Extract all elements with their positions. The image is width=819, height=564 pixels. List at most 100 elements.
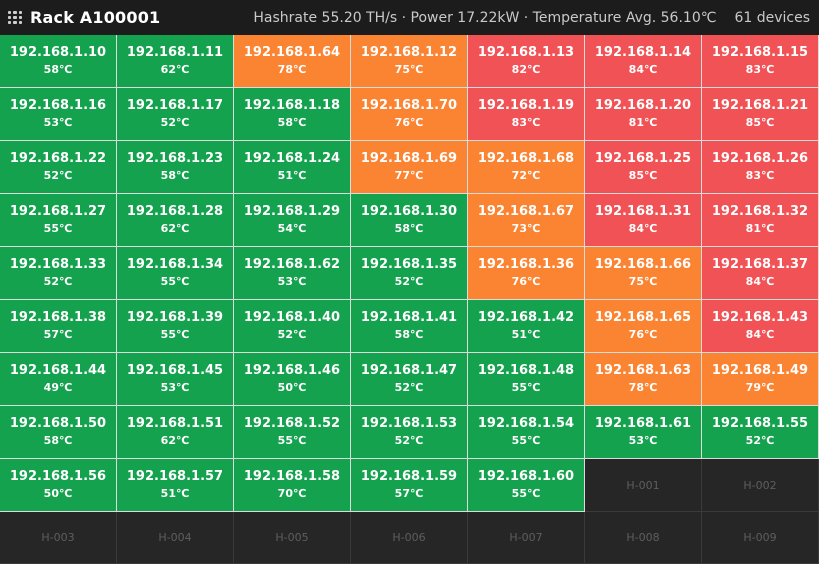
device-cell[interactable]: 192.168.1.56 50℃ xyxy=(0,459,117,512)
device-ip: 192.168.1.42 xyxy=(477,310,575,325)
device-cell[interactable]: 192.168.1.13 82℃ xyxy=(468,35,585,88)
device-cell[interactable]: 192.168.1.40 52℃ xyxy=(234,300,351,353)
device-temperature: 83℃ xyxy=(745,169,775,182)
device-cell[interactable]: 192.168.1.60 55℃ xyxy=(468,459,585,512)
empty-slot[interactable]: H-008 xyxy=(585,512,702,564)
device-cell[interactable]: 192.168.1.45 53℃ xyxy=(117,353,234,406)
slot-label: H-007 xyxy=(509,531,543,544)
device-cell[interactable]: 192.168.1.35 52℃ xyxy=(351,247,468,300)
device-cell[interactable]: 192.168.1.65 76℃ xyxy=(585,300,702,353)
device-cell[interactable]: 192.168.1.48 55℃ xyxy=(468,353,585,406)
device-cell[interactable]: 192.168.1.57 51℃ xyxy=(117,459,234,512)
device-temperature: 84℃ xyxy=(628,222,658,235)
device-ip: 192.168.1.24 xyxy=(243,151,341,166)
device-cell[interactable]: 192.168.1.20 81℃ xyxy=(585,88,702,141)
device-cell[interactable]: 192.168.1.11 62℃ xyxy=(117,35,234,88)
device-ip: 192.168.1.14 xyxy=(594,45,692,60)
device-temperature: 62℃ xyxy=(160,434,190,447)
device-ip: 192.168.1.17 xyxy=(126,98,224,113)
empty-slot[interactable]: H-001 xyxy=(585,459,702,512)
device-cell[interactable]: 192.168.1.44 49℃ xyxy=(0,353,117,406)
device-temperature: 55℃ xyxy=(160,328,190,341)
device-ip: 192.168.1.33 xyxy=(9,257,107,272)
device-temperature: 51℃ xyxy=(511,328,541,341)
device-cell[interactable]: 192.168.1.51 62℃ xyxy=(117,406,234,459)
device-cell[interactable]: 192.168.1.22 52℃ xyxy=(0,141,117,194)
slot-label: H-002 xyxy=(743,478,777,492)
device-cell[interactable]: 192.168.1.58 70℃ xyxy=(234,459,351,512)
device-temperature: 55℃ xyxy=(160,275,190,288)
empty-slot[interactable]: H-006 xyxy=(351,512,468,564)
device-cell[interactable]: 192.168.1.23 58℃ xyxy=(117,141,234,194)
device-cell[interactable]: 192.168.1.55 52℃ xyxy=(702,406,819,459)
device-cell[interactable]: 192.168.1.42 51℃ xyxy=(468,300,585,353)
device-cell[interactable]: 192.168.1.14 84℃ xyxy=(585,35,702,88)
device-cell[interactable]: 192.168.1.12 75℃ xyxy=(351,35,468,88)
device-cell[interactable]: 192.168.1.46 50℃ xyxy=(234,353,351,406)
device-temperature: 55℃ xyxy=(277,434,307,447)
device-cell[interactable]: 192.168.1.62 53℃ xyxy=(234,247,351,300)
empty-slot[interactable]: H-009 xyxy=(702,512,819,564)
device-temperature: 83℃ xyxy=(745,63,775,76)
device-cell[interactable]: 192.168.1.37 84℃ xyxy=(702,247,819,300)
device-ip: 192.168.1.23 xyxy=(126,151,224,166)
device-temperature: 75℃ xyxy=(628,275,658,288)
device-cell[interactable]: 192.168.1.49 79℃ xyxy=(702,353,819,406)
device-temperature: 52℃ xyxy=(394,434,424,447)
device-cell[interactable]: 192.168.1.19 83℃ xyxy=(468,88,585,141)
device-ip: 192.168.1.54 xyxy=(477,416,575,431)
empty-slot[interactable]: H-005 xyxy=(234,512,351,564)
device-cell[interactable]: 192.168.1.64 78℃ xyxy=(234,35,351,88)
device-ip: 192.168.1.30 xyxy=(360,204,458,219)
device-cell[interactable]: 192.168.1.68 72℃ xyxy=(468,141,585,194)
device-cell[interactable]: 192.168.1.69 77℃ xyxy=(351,141,468,194)
device-cell[interactable]: 192.168.1.32 81℃ xyxy=(702,194,819,247)
device-cell[interactable]: 192.168.1.52 55℃ xyxy=(234,406,351,459)
device-cell[interactable]: 192.168.1.34 55℃ xyxy=(117,247,234,300)
empty-slot[interactable]: H-003 xyxy=(0,512,117,564)
device-ip: 192.168.1.58 xyxy=(243,469,341,484)
device-cell[interactable]: 192.168.1.50 58℃ xyxy=(0,406,117,459)
device-ip: 192.168.1.27 xyxy=(9,204,107,219)
device-cell[interactable]: 192.168.1.41 58℃ xyxy=(351,300,468,353)
device-cell[interactable]: 192.168.1.18 58℃ xyxy=(234,88,351,141)
device-temperature: 53℃ xyxy=(628,434,658,447)
device-cell[interactable]: 192.168.1.16 53℃ xyxy=(0,88,117,141)
device-cell[interactable]: 192.168.1.24 51℃ xyxy=(234,141,351,194)
device-ip: 192.168.1.11 xyxy=(126,45,224,60)
device-cell[interactable]: 192.168.1.43 84℃ xyxy=(702,300,819,353)
device-cell[interactable]: 192.168.1.21 85℃ xyxy=(702,88,819,141)
device-cell[interactable]: 192.168.1.39 55℃ xyxy=(117,300,234,353)
device-cell[interactable]: 192.168.1.38 57℃ xyxy=(0,300,117,353)
device-ip: 192.168.1.26 xyxy=(711,151,809,166)
device-cell[interactable]: 192.168.1.59 57℃ xyxy=(351,459,468,512)
device-temperature: 83℃ xyxy=(511,116,541,129)
empty-slot[interactable]: H-002 xyxy=(702,459,819,512)
device-cell[interactable]: 192.168.1.28 62℃ xyxy=(117,194,234,247)
device-cell[interactable]: 192.168.1.66 75℃ xyxy=(585,247,702,300)
device-cell[interactable]: 192.168.1.61 53℃ xyxy=(585,406,702,459)
device-cell[interactable]: 192.168.1.25 85℃ xyxy=(585,141,702,194)
empty-slot[interactable]: H-007 xyxy=(468,512,585,564)
device-cell[interactable]: 192.168.1.33 52℃ xyxy=(0,247,117,300)
device-cell[interactable]: 192.168.1.15 83℃ xyxy=(702,35,819,88)
slot-label: H-004 xyxy=(158,531,192,544)
device-cell[interactable]: 192.168.1.17 52℃ xyxy=(117,88,234,141)
device-cell[interactable]: 192.168.1.63 78℃ xyxy=(585,353,702,406)
device-cell[interactable]: 192.168.1.67 73℃ xyxy=(468,194,585,247)
device-cell[interactable]: 192.168.1.70 76℃ xyxy=(351,88,468,141)
device-temperature: 78℃ xyxy=(628,381,658,394)
device-cell[interactable]: 192.168.1.54 55℃ xyxy=(468,406,585,459)
device-cell[interactable]: 192.168.1.36 76℃ xyxy=(468,247,585,300)
empty-slot[interactable]: H-004 xyxy=(117,512,234,564)
device-cell[interactable]: 192.168.1.10 58℃ xyxy=(0,35,117,88)
device-cell[interactable]: 192.168.1.26 83℃ xyxy=(702,141,819,194)
device-cell[interactable]: 192.168.1.27 55℃ xyxy=(0,194,117,247)
device-cell[interactable]: 192.168.1.53 52℃ xyxy=(351,406,468,459)
device-temperature: 77℃ xyxy=(394,169,424,182)
device-cell[interactable]: 192.168.1.30 58℃ xyxy=(351,194,468,247)
device-cell[interactable]: 192.168.1.29 54℃ xyxy=(234,194,351,247)
device-cell[interactable]: 192.168.1.31 84℃ xyxy=(585,194,702,247)
device-cell[interactable]: 192.168.1.47 52℃ xyxy=(351,353,468,406)
device-temperature: 72℃ xyxy=(511,169,541,182)
